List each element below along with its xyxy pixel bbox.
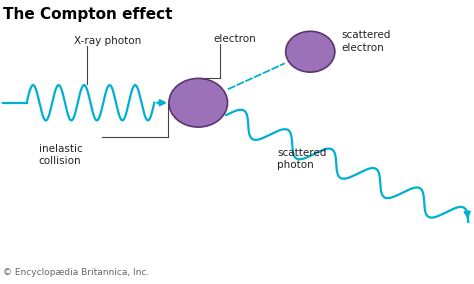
Circle shape [286,31,335,72]
Text: The Compton effect: The Compton effect [3,7,173,22]
Text: electron: electron [213,34,256,44]
Text: © Encyclopædia Britannica, Inc.: © Encyclopædia Britannica, Inc. [3,268,149,277]
Text: scattered
electron: scattered electron [341,30,391,53]
Text: scattered
photon: scattered photon [277,148,327,170]
Text: X-ray photon: X-ray photon [74,36,141,46]
Text: inelastic
collision: inelastic collision [38,144,82,166]
Circle shape [169,78,228,127]
